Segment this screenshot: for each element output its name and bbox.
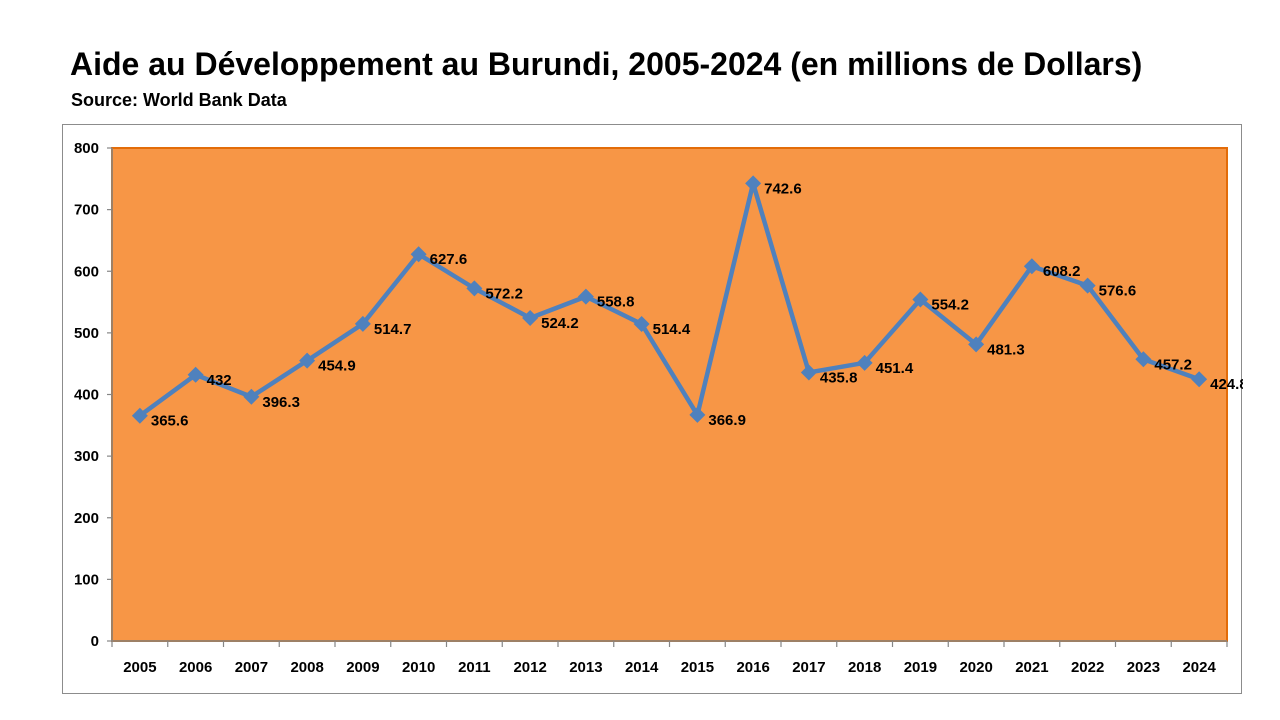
- data-point-marker: [1191, 371, 1208, 388]
- data-point-marker: [1135, 351, 1152, 368]
- data-point-marker: [1079, 277, 1096, 294]
- x-tick-label: 2016: [736, 659, 769, 676]
- plot-area: [111, 147, 1228, 642]
- y-tick-label: 400: [74, 387, 99, 404]
- x-tick-label: 2011: [458, 659, 491, 676]
- y-tick-label: 0: [91, 633, 99, 650]
- data-label: 481.3: [987, 341, 1025, 358]
- series-line: [137, 181, 1202, 418]
- data-point-marker: [299, 352, 316, 369]
- data-point-marker: [856, 354, 873, 371]
- y-tick-label: 700: [74, 202, 99, 219]
- x-tick-label: 2014: [625, 659, 659, 676]
- data-label: 572.2: [485, 285, 523, 302]
- line-chart: 0 100 200 300 400 500 600 700 800 2005 2006 2007 200…: [74, 140, 1243, 676]
- y-tick-label: 100: [74, 571, 99, 588]
- data-label: 366.9: [708, 412, 746, 429]
- x-tick-label: 2006: [179, 659, 212, 676]
- x-tick-label: 2013: [569, 659, 602, 676]
- x-tick-label: 2008: [290, 659, 323, 676]
- y-tick-label: 800: [74, 140, 99, 157]
- data-point-marker: [1023, 258, 1040, 275]
- data-label: 514.4: [653, 321, 691, 338]
- data-point-marker: [187, 366, 204, 383]
- y-tick-label: 200: [74, 510, 99, 527]
- data-point-marker: [131, 407, 148, 424]
- data-label: 558.8: [597, 294, 635, 311]
- data-label: 576.6: [1099, 283, 1137, 300]
- x-tick-label: 2017: [792, 659, 825, 676]
- chart-title: Aide au Développement au Burundi, 2005-2…: [70, 46, 1143, 82]
- data-point-marker: [522, 309, 539, 326]
- data-point-marker: [912, 291, 929, 308]
- data-label: 454.9: [318, 358, 356, 375]
- data-point-marker: [968, 336, 985, 353]
- data-point-marker: [466, 280, 483, 297]
- x-tick-label: 2012: [513, 659, 546, 676]
- data-point-marker: [243, 388, 260, 405]
- data-label: 451.4: [876, 360, 914, 377]
- x-tick-label: 2024: [1182, 659, 1216, 676]
- x-tick-label: 2019: [904, 659, 937, 676]
- data-label: 742.6: [764, 180, 802, 197]
- x-tick-label: 2010: [402, 659, 435, 676]
- data-point-marker: [689, 406, 706, 423]
- x-tick-label: 2015: [681, 659, 714, 676]
- data-label: 514.7: [374, 321, 412, 338]
- data-label: 432: [207, 372, 232, 389]
- data-point-marker: [633, 316, 650, 333]
- x-tick-label: 2023: [1127, 659, 1160, 676]
- chart-area: 0 100 200 300 400 500 600 700 800 2005 2006 2007 200…: [62, 124, 1243, 694]
- data-label: 457.2: [1154, 356, 1192, 373]
- data-label: 424.8: [1210, 376, 1243, 393]
- x-tick-label: 2007: [235, 659, 268, 676]
- data-label: 627.6: [430, 251, 468, 268]
- data-label: 554.2: [931, 296, 969, 313]
- y-tick-label: 300: [74, 448, 99, 465]
- data-label: 524.2: [541, 315, 579, 332]
- data-point-marker: [410, 246, 427, 263]
- x-tick-label: 2005: [123, 659, 156, 676]
- data-label: 365.6: [151, 413, 189, 430]
- data-point-marker: [745, 175, 762, 192]
- data-point-marker: [577, 288, 594, 305]
- data-point-marker: [354, 315, 371, 332]
- y-tick-label: 500: [74, 325, 99, 342]
- data-label: 435.8: [820, 369, 858, 386]
- chart-source: Source: World Bank Data: [71, 90, 287, 110]
- x-tick-label: 2021: [1015, 659, 1048, 676]
- x-tick-label: 2018: [848, 659, 881, 676]
- y-tick-label: 600: [74, 263, 99, 280]
- x-tick-label: 2020: [959, 659, 992, 676]
- x-tick-label: 2022: [1071, 659, 1104, 676]
- data-label: 608.2: [1043, 263, 1081, 280]
- x-tick-label: 2009: [346, 659, 379, 676]
- data-point-marker: [800, 364, 817, 381]
- data-label: 396.3: [262, 394, 300, 411]
